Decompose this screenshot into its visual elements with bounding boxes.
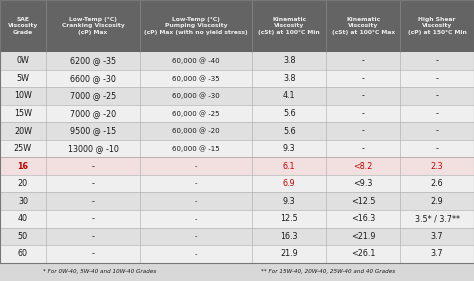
Text: <8.2: <8.2 [354,162,373,171]
Text: -: - [436,109,438,118]
Text: 3.8: 3.8 [283,74,295,83]
Text: -: - [91,250,94,259]
Bar [0,70,474,87]
Text: 6200 @ -35: 6200 @ -35 [70,56,116,65]
Bar [0,105,474,122]
Text: Low-Temp (°C)
Pumping Viscosity
(cP) Max (with no yield stress): Low-Temp (°C) Pumping Viscosity (cP) Max… [145,17,248,35]
Text: High Shear
Viscosity
(cP) at 150°C Min: High Shear Viscosity (cP) at 150°C Min [408,17,466,35]
Text: -: - [195,163,198,169]
Bar [140,0,252,52]
Text: 6.1: 6.1 [283,162,295,171]
Text: 12.5: 12.5 [280,214,298,223]
Text: -: - [195,216,198,222]
Text: -: - [436,56,438,65]
Text: 5.6: 5.6 [283,126,296,135]
Bar [0,157,474,175]
Bar [0,122,474,140]
Text: 5.6: 5.6 [283,109,296,118]
Text: <12.5: <12.5 [351,197,375,206]
Bar [326,0,400,52]
Text: 60,000 @ -15: 60,000 @ -15 [173,145,220,152]
Text: 4.1: 4.1 [283,91,295,100]
Bar [252,0,326,52]
Text: -: - [362,56,365,65]
Text: 0W: 0W [17,56,29,65]
Text: 7000 @ -20: 7000 @ -20 [70,109,116,118]
Text: 60,000 @ -20: 60,000 @ -20 [173,128,220,134]
Text: 20W: 20W [14,126,32,135]
Bar [0,52,474,70]
Text: 20: 20 [18,179,28,188]
Text: -: - [91,197,94,206]
Text: <26.1: <26.1 [351,250,375,259]
Text: <16.3: <16.3 [351,214,375,223]
Bar [400,0,474,52]
Text: 3.5* / 3.7**: 3.5* / 3.7** [415,214,460,223]
Text: -: - [436,144,438,153]
Text: 15W: 15W [14,109,32,118]
Text: SAE
Viscosity
Grade: SAE Viscosity Grade [8,17,38,35]
Text: -: - [91,214,94,223]
Text: -: - [362,144,365,153]
Text: * For 0W-40, 5W-40 and 10W-40 Grades: * For 0W-40, 5W-40 and 10W-40 Grades [43,269,156,274]
Text: 60,000 @ -35: 60,000 @ -35 [173,75,220,82]
Text: 6600 @ -30: 6600 @ -30 [70,74,116,83]
Text: 13000 @ -10: 13000 @ -10 [68,144,118,153]
Text: 2.6: 2.6 [431,179,443,188]
Text: 5W: 5W [17,74,29,83]
Text: 3.7: 3.7 [431,250,443,259]
Text: 10W: 10W [14,91,32,100]
Bar [0,140,474,157]
Text: 21.9: 21.9 [280,250,298,259]
Text: ** For 15W-40, 20W-40, 25W-40 and 40 Grades: ** For 15W-40, 20W-40, 25W-40 and 40 Gra… [261,269,395,274]
Text: 60,000 @ -25: 60,000 @ -25 [173,110,220,117]
Bar [46,0,140,52]
Bar [0,192,474,210]
Text: 9500 @ -15: 9500 @ -15 [70,126,116,135]
Text: -: - [91,232,94,241]
Text: 9.3: 9.3 [283,144,296,153]
Text: -: - [436,91,438,100]
Text: 60: 60 [18,250,28,259]
Text: -: - [362,109,365,118]
Text: Low-Temp (°C)
Cranking Viscosity
(cP) Max: Low-Temp (°C) Cranking Viscosity (cP) Ma… [62,17,124,35]
Text: 6.9: 6.9 [283,179,296,188]
Text: -: - [362,74,365,83]
Text: 16: 16 [18,162,28,171]
Text: -: - [195,251,198,257]
Text: -: - [195,181,198,187]
Text: -: - [195,198,198,204]
Text: -: - [436,126,438,135]
Text: <9.3: <9.3 [354,179,373,188]
Text: 7000 @ -25: 7000 @ -25 [70,91,116,100]
Bar [0,210,474,228]
Bar [0,87,474,105]
Text: -: - [362,91,365,100]
Text: 60,000 @ -30: 60,000 @ -30 [173,92,220,99]
Text: Kinematic
Viscosity
(cSt) at 100°C Min: Kinematic Viscosity (cSt) at 100°C Min [258,17,320,35]
Text: 25W: 25W [14,144,32,153]
Text: 30: 30 [18,197,28,206]
Bar [0,0,46,52]
Bar [0,175,474,192]
Text: 3.7: 3.7 [431,232,443,241]
Text: -: - [91,179,94,188]
Text: -: - [436,74,438,83]
Text: -: - [91,162,94,171]
Text: -: - [195,234,198,239]
Text: 3.8: 3.8 [283,56,295,65]
Text: Kinematic
Viscosity
(cSt) at 100°C Max: Kinematic Viscosity (cSt) at 100°C Max [332,17,395,35]
Bar [0,245,474,263]
Text: 2.9: 2.9 [431,197,443,206]
Text: 50: 50 [18,232,28,241]
Text: 40: 40 [18,214,28,223]
Text: <21.9: <21.9 [351,232,375,241]
Bar [0,228,474,245]
Text: -: - [362,126,365,135]
Text: 9.3: 9.3 [283,197,296,206]
Text: 16.3: 16.3 [281,232,298,241]
Text: 60,000 @ -40: 60,000 @ -40 [173,57,220,64]
Text: 2.3: 2.3 [431,162,443,171]
